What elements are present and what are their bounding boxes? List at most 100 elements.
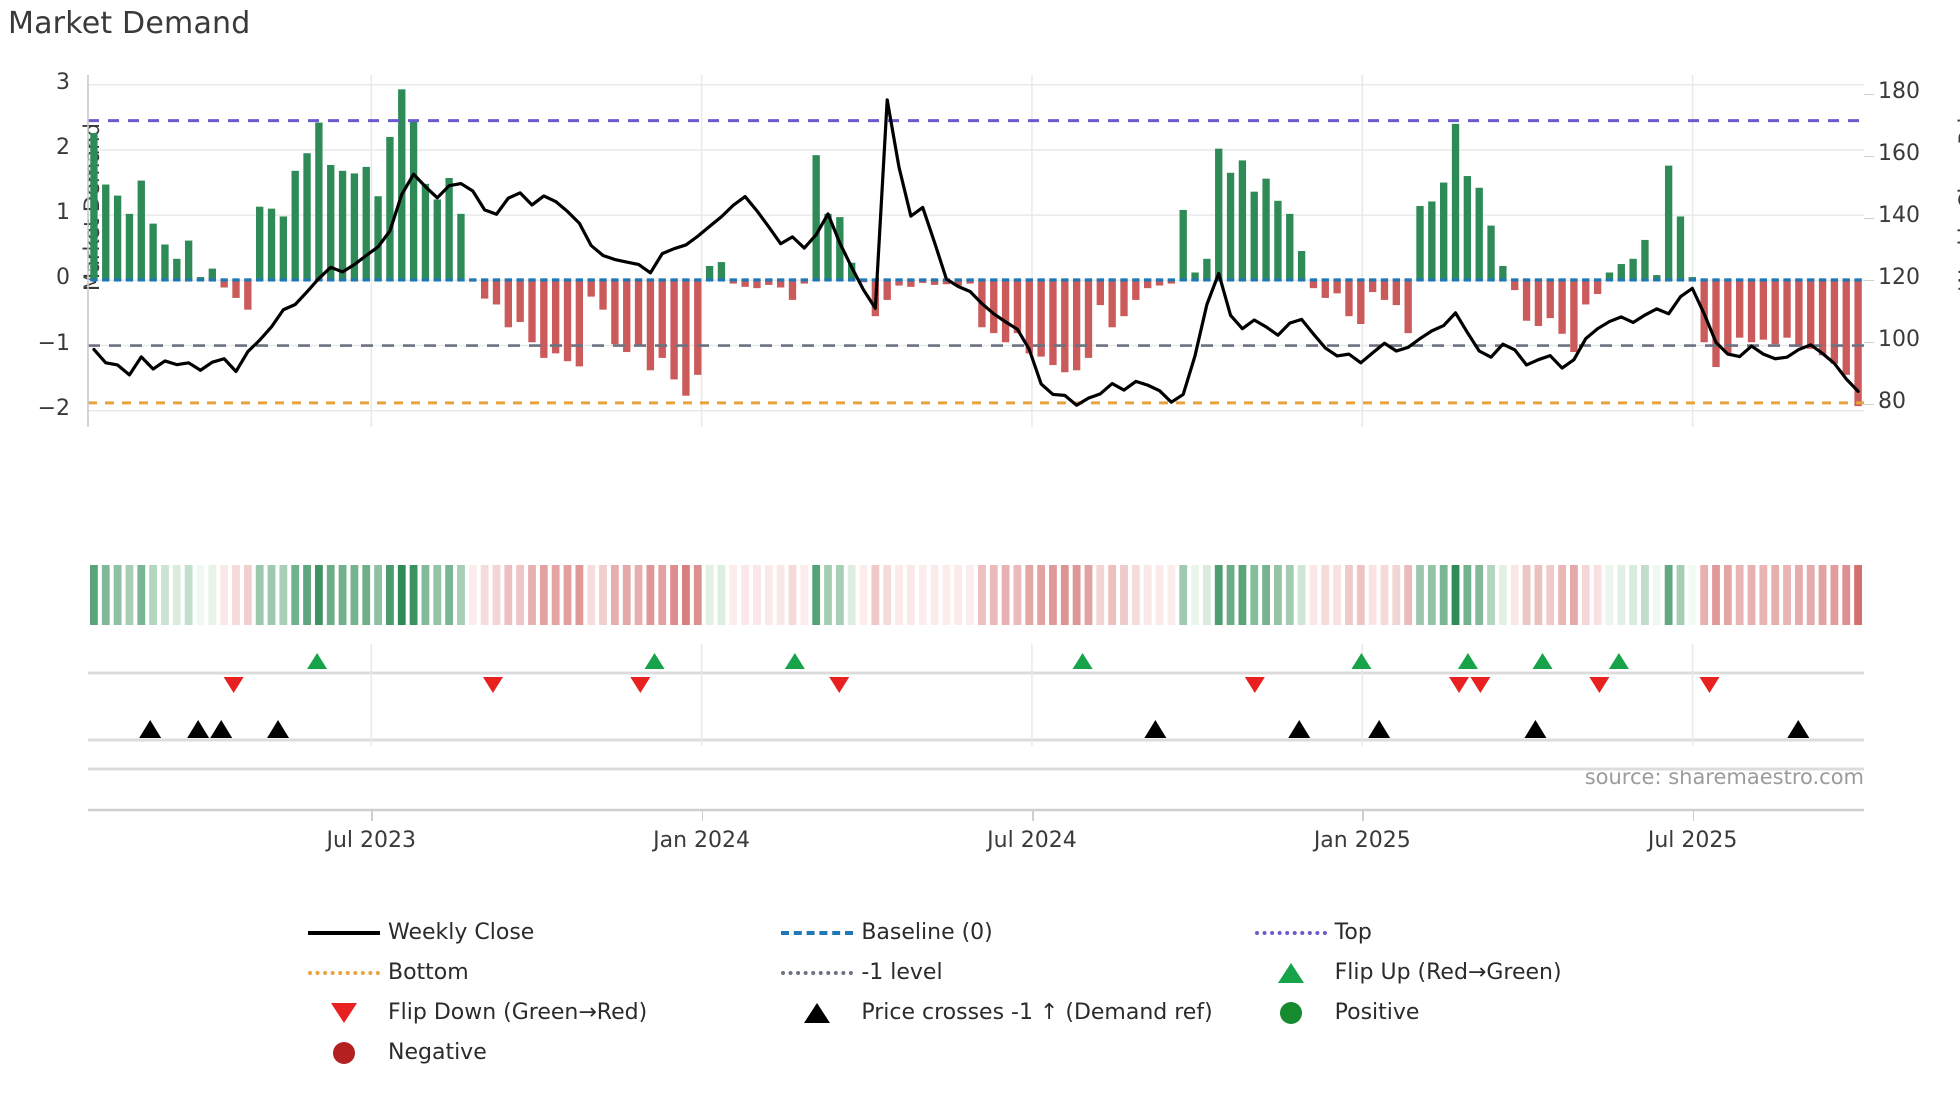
heatmap-cell xyxy=(563,565,572,625)
y-tick-mark-right xyxy=(1864,217,1874,220)
demand-bar xyxy=(812,155,820,281)
heatmap-cell xyxy=(149,565,158,625)
heatmap-cell xyxy=(1439,565,1448,625)
demand-bar xyxy=(1274,200,1282,281)
baseline-marker xyxy=(1534,278,1543,282)
legend-item[interactable]: Price crosses -1 ↑ (Demand ref) xyxy=(773,1000,1246,1025)
price-cross-up-marker xyxy=(1368,720,1391,738)
demand-bar xyxy=(90,133,98,281)
heatmap-cell xyxy=(717,565,726,625)
heatmap-cell xyxy=(101,565,110,625)
heatmap-cell xyxy=(1570,565,1578,625)
demand-bar xyxy=(528,280,536,343)
demand-bar xyxy=(1357,280,1365,325)
heatmap-cell xyxy=(1463,565,1472,625)
heatmap-cell xyxy=(291,565,300,625)
baseline-marker xyxy=(1037,278,1045,282)
legend: Weekly Close Baseline (0) Top Bottom -1 leve… xyxy=(300,920,1720,1065)
price-cross-up-marker xyxy=(187,720,210,738)
baseline-marker xyxy=(1582,278,1590,282)
baseline-marker xyxy=(1593,278,1602,282)
y-tick-left: −2 xyxy=(37,395,70,421)
demand-bar xyxy=(102,184,110,281)
flip-up-marker xyxy=(307,653,328,669)
baseline-marker xyxy=(694,278,702,282)
main-plot-area xyxy=(87,75,1864,427)
weekly-close-line xyxy=(92,98,1860,407)
legend-item[interactable]: Flip Down (Green→Red) xyxy=(300,1000,773,1025)
baseline-marker xyxy=(954,278,962,282)
heatmap-cell xyxy=(243,565,252,625)
demand-bar xyxy=(1203,258,1211,281)
baseline-marker xyxy=(1357,278,1365,282)
baseline-marker xyxy=(1747,278,1756,282)
heatmap-cell xyxy=(551,565,560,625)
baseline-marker xyxy=(765,278,773,282)
legend-item[interactable]: Baseline (0) xyxy=(773,920,1246,945)
baseline-marker xyxy=(469,278,477,282)
heatmap-cell xyxy=(232,565,240,625)
legend-item[interactable]: Weekly Close xyxy=(300,920,773,945)
legend-item[interactable]: -1 level xyxy=(773,960,1246,985)
demand-bar xyxy=(587,280,595,297)
legend-item-label: Price crosses -1 ↑ (Demand ref) xyxy=(861,1000,1213,1025)
baseline-marker xyxy=(848,278,856,282)
heatmap-cell xyxy=(824,565,832,625)
heatmap-cell xyxy=(374,565,382,625)
demand-bar xyxy=(445,177,453,281)
baseline-marker xyxy=(1463,278,1472,282)
heatmap-cell xyxy=(906,565,915,625)
legend-item[interactable]: Positive xyxy=(1247,1000,1720,1025)
baseline-marker xyxy=(1605,278,1614,282)
y-tick-mark-right xyxy=(1864,155,1874,158)
demand-bar xyxy=(824,213,832,281)
baseline-marker xyxy=(1392,278,1400,282)
demand-bar xyxy=(1096,280,1104,306)
baseline-marker xyxy=(753,278,761,282)
price-cross-up-marker xyxy=(139,720,162,738)
baseline-marker xyxy=(1132,278,1140,282)
demand-bar xyxy=(516,280,524,323)
baseline-marker xyxy=(327,278,335,282)
triangle-up-icon xyxy=(1277,962,1304,983)
legend-item[interactable]: Flip Up (Red→Green) xyxy=(1247,960,1720,985)
demand-bar xyxy=(398,89,406,281)
baseline-marker xyxy=(350,278,359,282)
heatmap-cell xyxy=(634,565,643,625)
baseline-marker xyxy=(646,278,655,282)
baseline-marker xyxy=(682,278,690,282)
y-tick-right: 140 xyxy=(1878,202,1920,228)
heatmap-cell xyxy=(1309,565,1318,625)
heatmap-cell xyxy=(350,565,359,625)
demand-bar xyxy=(492,280,501,305)
baseline-marker xyxy=(658,278,666,282)
legend-item[interactable]: Bottom xyxy=(300,960,773,985)
baseline-marker xyxy=(1664,278,1673,282)
x-tick: Jul 2025 xyxy=(1647,828,1738,853)
legend-item[interactable]: Negative xyxy=(300,1040,773,1065)
demand-bar xyxy=(374,196,382,281)
heatmap-cell xyxy=(1404,565,1413,625)
y-tick-right: 80 xyxy=(1878,388,1906,414)
baseline-marker xyxy=(1155,278,1164,282)
page-title: Market Demand xyxy=(8,6,251,41)
heatmap-cell xyxy=(1854,565,1862,625)
heatmap-cell xyxy=(1617,565,1626,625)
legend-item[interactable]: Top xyxy=(1247,920,1720,945)
baseline-marker xyxy=(1617,278,1625,282)
baseline-marker xyxy=(1321,278,1329,282)
demand-bar xyxy=(1558,280,1566,334)
heatmap-cell xyxy=(1771,565,1780,625)
demand-bar xyxy=(1380,280,1389,300)
demand-bar xyxy=(113,195,122,281)
baseline-marker xyxy=(398,278,406,282)
heatmap-cell xyxy=(1297,565,1306,625)
heatmap-cell xyxy=(1392,565,1401,625)
demand-bar xyxy=(1144,280,1152,289)
baseline-marker xyxy=(516,278,524,282)
heatmap-cell xyxy=(208,565,217,625)
demand-bar xyxy=(232,280,240,298)
heatmap-strip-area xyxy=(88,565,1864,625)
heatmap-cell xyxy=(1096,565,1105,625)
baseline-marker xyxy=(1700,278,1708,282)
